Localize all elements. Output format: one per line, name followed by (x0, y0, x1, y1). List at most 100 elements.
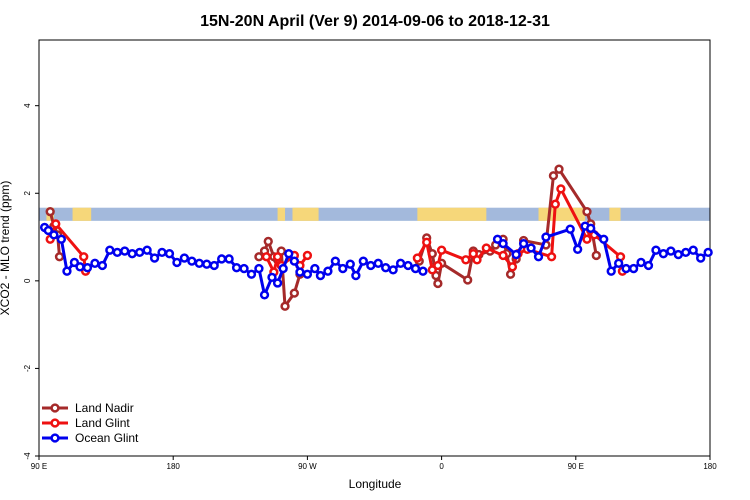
series-2-point-68 (614, 258, 624, 268)
series-2-point-53 (410, 263, 421, 274)
series-2-point-49 (381, 263, 391, 273)
series-2-point-13 (127, 249, 137, 259)
series-2-point-29 (246, 269, 257, 279)
x-axis: 90 E 180 90 W 0 90 E 180 (31, 456, 717, 471)
legend-label-1: Land Glint (75, 416, 130, 430)
series-2-point-26 (224, 254, 234, 264)
series-2-point-63 (573, 244, 583, 254)
series-0-point-10 (280, 301, 290, 311)
series-2-point-44 (345, 259, 355, 269)
y-tick-label-4: 4 (23, 103, 32, 108)
series-1-point-20 (498, 250, 508, 261)
x-tick-label-4: 90 E (568, 462, 584, 471)
y-axis: -4 -2 0 2 4 (23, 103, 39, 460)
series-0-point-3 (54, 252, 65, 262)
land-segment-5 (538, 207, 586, 221)
series-2-point-70 (628, 263, 639, 274)
series-2-point-4 (62, 266, 72, 276)
series-2-point-79 (696, 253, 706, 263)
land-segment-4 (417, 207, 487, 221)
series-2-point-65 (586, 223, 596, 233)
series-2-point-72 (643, 260, 654, 271)
series-2-point-55 (492, 234, 503, 244)
series-1-point-14 (433, 260, 443, 271)
chart-title: 15N-20N April (Ver 9) 2014-09-06 to 2018… (200, 13, 550, 30)
series-2-point-23 (202, 259, 212, 269)
series-2-point-60 (533, 252, 544, 262)
y-tick-label-1: -2 (23, 364, 32, 372)
series-2-point-7 (82, 263, 93, 273)
series-2-point-62 (565, 224, 575, 234)
x-tick-label-2: 90 W (298, 462, 317, 471)
series-2-point-74 (658, 249, 669, 259)
series-0-point-0 (45, 207, 55, 217)
series-1-point-6 (272, 252, 283, 262)
series-2-point-61 (541, 232, 551, 242)
y-tick-label-2: 0 (23, 278, 32, 283)
series-2-point-77 (681, 247, 691, 258)
y-axis-label: XCO2 - MLO trend (ppm) (0, 181, 12, 316)
x-tick-label-0: 90 E (31, 462, 47, 471)
series-2-point-5 (69, 257, 80, 268)
series-layer (39, 164, 713, 311)
series-2-point-1 (43, 225, 53, 236)
series-2-point-14 (135, 247, 145, 258)
y-tick-label-0: -4 (23, 452, 32, 460)
series-2-point-15 (142, 245, 152, 255)
legend-label-0: Land Nadir (75, 401, 134, 415)
series-0-point-31 (554, 164, 564, 174)
land-segment-1 (72, 207, 92, 221)
land-segment-3 (292, 207, 319, 221)
legend-marker-2 (50, 433, 60, 443)
x-tick-label-1: 180 (167, 462, 181, 471)
series-2-point-71 (636, 257, 646, 268)
series-2-point-51 (395, 258, 406, 268)
series-1-point-15 (436, 245, 447, 255)
series-2-point-6 (75, 262, 85, 272)
series-0-point-6 (263, 236, 273, 247)
series-2-point-66 (599, 234, 609, 244)
series-1-point-1 (51, 219, 61, 229)
series-2-point-46 (358, 256, 368, 266)
series-2-point-16 (149, 253, 160, 263)
series-2-point-24 (209, 260, 219, 271)
series-1-point-27 (582, 234, 592, 244)
series-2-point-21 (187, 256, 197, 266)
series-1-point-11 (412, 253, 423, 263)
series-2-point-20 (179, 253, 190, 263)
series-2-point-32 (267, 272, 277, 282)
series-2-point-75 (666, 246, 676, 256)
series-2-point-56 (498, 238, 508, 249)
series-2-point-9 (97, 260, 108, 271)
series-0 (45, 164, 601, 311)
series-2-point-50 (388, 265, 398, 275)
series-2-point-57 (511, 249, 521, 260)
series-0-point-34 (591, 250, 601, 261)
series-2-point-8 (90, 258, 100, 268)
series-2-point-73 (651, 245, 661, 255)
series-1-point-26 (556, 184, 566, 194)
series-2-point-33 (272, 278, 283, 288)
series-0-point-17 (433, 278, 443, 289)
series-2-point-54 (418, 266, 428, 276)
plot-frame (38, 39, 711, 457)
series-1-point-4 (261, 252, 272, 262)
series-2-point-11 (112, 247, 122, 258)
series-1-point-25 (550, 199, 560, 209)
series-2-point-76 (673, 249, 683, 260)
series-1-point-12 (422, 237, 432, 247)
series-1-point-16 (461, 255, 471, 265)
series-2-point-47 (366, 260, 376, 271)
series-0-point-26 (505, 269, 516, 279)
series-2-point-67 (606, 266, 616, 276)
legend-marker-1 (50, 418, 60, 428)
series-2-point-3 (56, 234, 67, 244)
series-2-point-17 (157, 247, 167, 258)
series-2-point-78 (688, 245, 698, 255)
land-segment-2 (277, 207, 286, 221)
series-2-point-80 (703, 247, 713, 258)
series-1-point-10 (302, 250, 313, 261)
series-2-point-18 (164, 249, 175, 259)
y-tick-label-3: 2 (23, 190, 32, 195)
